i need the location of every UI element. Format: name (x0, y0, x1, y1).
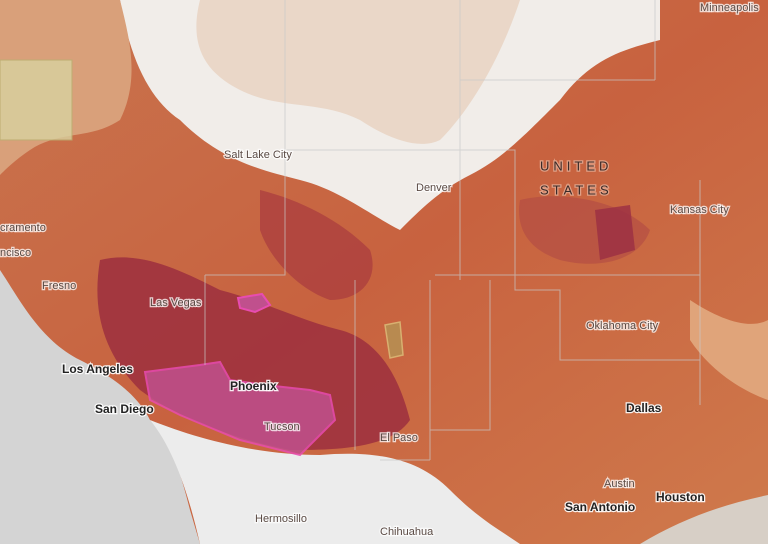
city-label: Denver (416, 182, 452, 194)
hot-region (260, 190, 373, 300)
city-label: El Paso (380, 432, 418, 444)
city-label: ncisco (0, 247, 31, 259)
gulf (640, 495, 768, 544)
city-label: Tucson (264, 421, 300, 433)
highlight-area (0, 59, 73, 141)
city-label: Chihuahua (380, 526, 434, 538)
highlight-area (236, 292, 272, 314)
city-label: San Diego (95, 402, 154, 416)
city-label: Dallas (626, 401, 662, 415)
city-label: Minneapolis (700, 2, 759, 14)
city-label: San Antonio (565, 500, 635, 514)
city-label: Oklahoma City (586, 320, 659, 332)
highlight-area (384, 321, 404, 359)
city-label: Hermosillo (255, 513, 307, 525)
city-label: Kansas City (670, 204, 729, 216)
city-label: Los Angeles (62, 362, 133, 376)
city-label: Fresno (42, 280, 76, 292)
highlight-area (143, 360, 337, 457)
hot-region (595, 205, 635, 260)
city-label: cramento (0, 222, 46, 234)
mild-region (690, 300, 768, 400)
state-border (204, 0, 701, 461)
ocean (0, 270, 200, 544)
mild-region (196, 0, 521, 144)
city-label: Houston (656, 490, 705, 504)
city-label: Austin (604, 478, 635, 490)
city-label: Las Vegas (150, 297, 202, 309)
city-label: Salt Lake City (224, 149, 292, 161)
country-label: UNITED (540, 158, 612, 173)
country-label: STATES (540, 182, 613, 197)
mexico (150, 420, 520, 544)
city-label: Phoenix (230, 379, 277, 393)
